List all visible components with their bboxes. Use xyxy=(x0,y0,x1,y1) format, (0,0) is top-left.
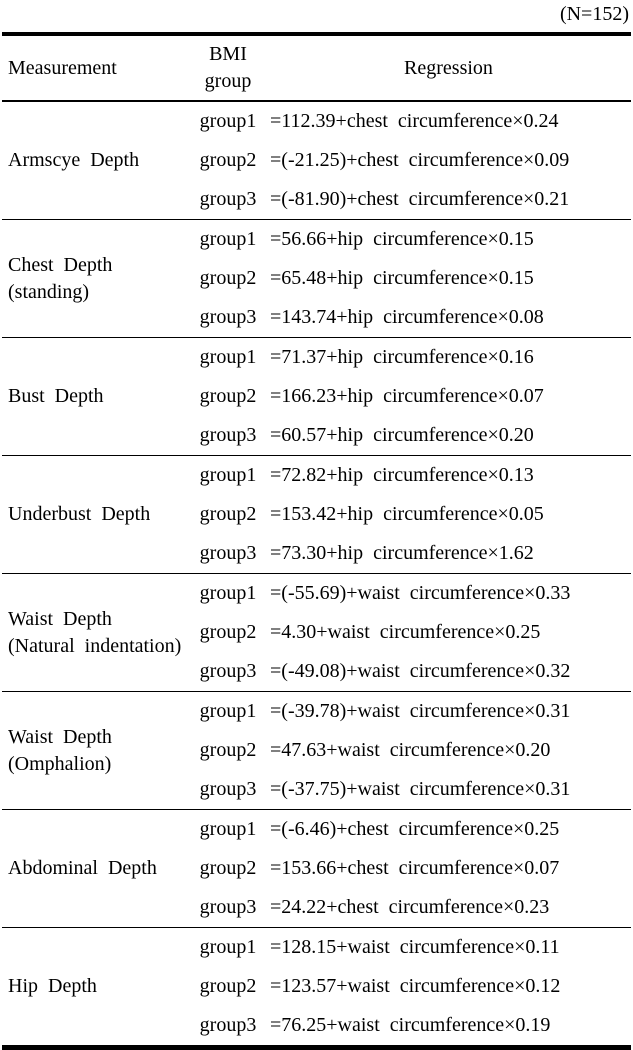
table-row: Abdominal Depth group1 =(-6.46)+chest ci… xyxy=(2,809,631,928)
header-bmi-line1: BMI xyxy=(209,43,247,65)
regression-cell: =(-6.46)+chest circumference×0.25 xyxy=(266,809,631,849)
regression-cell: =143.74+hip circumference×0.08 xyxy=(270,306,544,328)
table-row: Waist Depth (Omphalion) group1 =(-39.78)… xyxy=(2,691,631,810)
regression-cell: =24.22+chest circumference×0.23 xyxy=(270,896,550,918)
table-row: group3 =60.57+hip circumference×0.20 xyxy=(2,416,631,456)
header-regression: Regression xyxy=(266,34,631,102)
table-row: Hip Depth group1 =128.15+waist circumfer… xyxy=(2,927,631,1048)
table-row: group2 =(-21.25)+chest circumference×0.0… xyxy=(2,141,631,180)
bmi-group-cell: group3 xyxy=(199,896,257,918)
measurement-sub: (Natural indentation) xyxy=(8,634,182,657)
regression-cell: =123.57+waist circumference×0.12 xyxy=(270,975,561,997)
measurement-name: Waist Depth xyxy=(8,607,112,630)
regression-cell: =73.30+hip circumference×1.62 xyxy=(270,542,534,564)
bmi-group-cell: group2 xyxy=(199,857,257,879)
measurement-cell: Armscye Depth xyxy=(2,100,190,220)
bmi-group-cell: group2 xyxy=(199,621,257,643)
regression-cell: =153.66+chest circumference×0.07 xyxy=(270,857,560,879)
measurement-cell: Hip Depth xyxy=(2,927,190,1048)
bmi-group-cell: group2 xyxy=(199,739,257,761)
regression-cell: =76.25+waist circumference×0.19 xyxy=(270,1014,551,1036)
regression-cell: =153.42+hip circumference×0.05 xyxy=(270,503,544,525)
measurement-cell: Chest Depth (standing) xyxy=(2,219,190,338)
table-row: group3 =24.22+chest circumference×0.23 xyxy=(2,888,631,928)
measurement-sub: (standing) xyxy=(8,280,90,303)
regression-cell: =166.23+hip circumference×0.07 xyxy=(270,385,544,407)
table-row: Waist Depth (Natural indentation) group1… xyxy=(2,573,631,692)
bmi-group-cell: group3 xyxy=(199,660,257,682)
bmi-group-cell: group3 xyxy=(199,306,257,328)
regression-cell: =(-49.08)+waist circumference×0.32 xyxy=(270,660,571,682)
measurement-name: Abdominal Depth xyxy=(8,857,157,879)
bmi-group-cell: group1 xyxy=(190,809,266,849)
regression-table: Measurement BMI group Regression Armscye… xyxy=(2,32,631,1050)
measurement-name: Bust Depth xyxy=(8,385,104,407)
table-row: group3 =(-81.90)+chest circumference×0.2… xyxy=(2,180,631,220)
measurement-name: Chest Depth xyxy=(8,253,113,276)
bmi-group-cell: group3 xyxy=(199,778,257,800)
measurement-name: Hip Depth xyxy=(8,975,97,997)
measurement-name: Waist Depth xyxy=(8,725,112,748)
sample-size-note: (N=152) xyxy=(559,3,629,25)
bmi-group-cell: group2 xyxy=(199,385,257,407)
regression-cell: =(-55.69)+waist circumference×0.33 xyxy=(266,573,631,613)
table-row: group2 =47.63+waist circumference×0.20 xyxy=(2,731,631,770)
header-measurement: Measurement xyxy=(2,34,190,102)
bmi-group-cell: group2 xyxy=(199,975,257,997)
table-row: group2 =123.57+waist circumference×0.12 xyxy=(2,967,631,1006)
bmi-group-cell: group1 xyxy=(190,219,266,259)
table-header-row: Measurement BMI group Regression xyxy=(2,34,631,102)
bmi-group-cell: group1 xyxy=(190,691,266,731)
table-row: group3 =(-49.08)+waist circumference×0.3… xyxy=(2,652,631,692)
bmi-group-cell: group3 xyxy=(199,1014,257,1036)
regression-cell: =112.39+chest circumference×0.24 xyxy=(266,100,631,141)
regression-cell: =(-37.75)+waist circumference×0.31 xyxy=(270,778,571,800)
bmi-group-cell: group2 xyxy=(199,267,257,289)
header-bmi-group: BMI group xyxy=(190,34,266,102)
table-row: group2 =153.42+hip circumference×0.05 xyxy=(2,495,631,534)
table-row: group3 =73.30+hip circumference×1.62 xyxy=(2,534,631,574)
regression-cell: =(-81.90)+chest circumference×0.21 xyxy=(270,188,570,210)
bmi-group-cell: group2 xyxy=(199,503,257,525)
measurement-name: Armscye Depth xyxy=(8,149,140,171)
regression-cell: =71.37+hip circumference×0.16 xyxy=(266,337,631,377)
measurement-cell: Waist Depth (Natural indentation) xyxy=(2,573,190,692)
measurement-name: Underbust Depth xyxy=(8,503,151,525)
regression-cell: =(-39.78)+waist circumference×0.31 xyxy=(266,691,631,731)
table-row: Armscye Depth group1 =112.39+chest circu… xyxy=(2,100,631,220)
table-row: Underbust Depth group1 =72.82+hip circum… xyxy=(2,455,631,574)
regression-cell: =56.66+hip circumference×0.15 xyxy=(266,219,631,259)
regression-cell: =47.63+waist circumference×0.20 xyxy=(270,739,551,761)
table-row: Chest Depth (standing) group1 =56.66+hip… xyxy=(2,219,631,338)
bmi-group-cell: group3 xyxy=(199,188,257,210)
regression-cell: =65.48+hip circumference×0.15 xyxy=(270,267,534,289)
measurement-sub: (Omphalion) xyxy=(8,752,112,775)
bmi-group-cell: group1 xyxy=(190,927,266,967)
bmi-group-cell: group3 xyxy=(199,424,257,446)
measurement-cell: Bust Depth xyxy=(2,337,190,456)
table-row: group2 =65.48+hip circumference×0.15 xyxy=(2,259,631,298)
bmi-group-cell: group2 xyxy=(199,149,257,171)
measurement-cell: Waist Depth (Omphalion) xyxy=(2,691,190,810)
bmi-group-cell: group1 xyxy=(190,100,266,141)
table-row: Bust Depth group1 =71.37+hip circumferen… xyxy=(2,337,631,456)
bmi-group-cell: group1 xyxy=(190,455,266,495)
regression-cell: =128.15+waist circumference×0.11 xyxy=(266,927,631,967)
header-bmi-line2: group xyxy=(204,70,252,92)
regression-cell: =60.57+hip circumference×0.20 xyxy=(270,424,534,446)
bmi-group-cell: group1 xyxy=(190,573,266,613)
measurement-cell: Underbust Depth xyxy=(2,455,190,574)
bmi-group-cell: group3 xyxy=(199,542,257,564)
measurement-cell: Abdominal Depth xyxy=(2,809,190,928)
regression-cell: =72.82+hip circumference×0.13 xyxy=(266,455,631,495)
bmi-group-cell: group1 xyxy=(190,337,266,377)
regression-cell: =4.30+waist circumference×0.25 xyxy=(270,621,541,643)
table-row: group2 =4.30+waist circumference×0.25 xyxy=(2,613,631,652)
table-row: group3 =143.74+hip circumference×0.08 xyxy=(2,298,631,338)
table-row: group2 =166.23+hip circumference×0.07 xyxy=(2,377,631,416)
regression-cell: =(-21.25)+chest circumference×0.09 xyxy=(270,149,570,171)
table-row: group3 =(-37.75)+waist circumference×0.3… xyxy=(2,770,631,810)
table-row: group2 =153.66+chest circumference×0.07 xyxy=(2,849,631,888)
